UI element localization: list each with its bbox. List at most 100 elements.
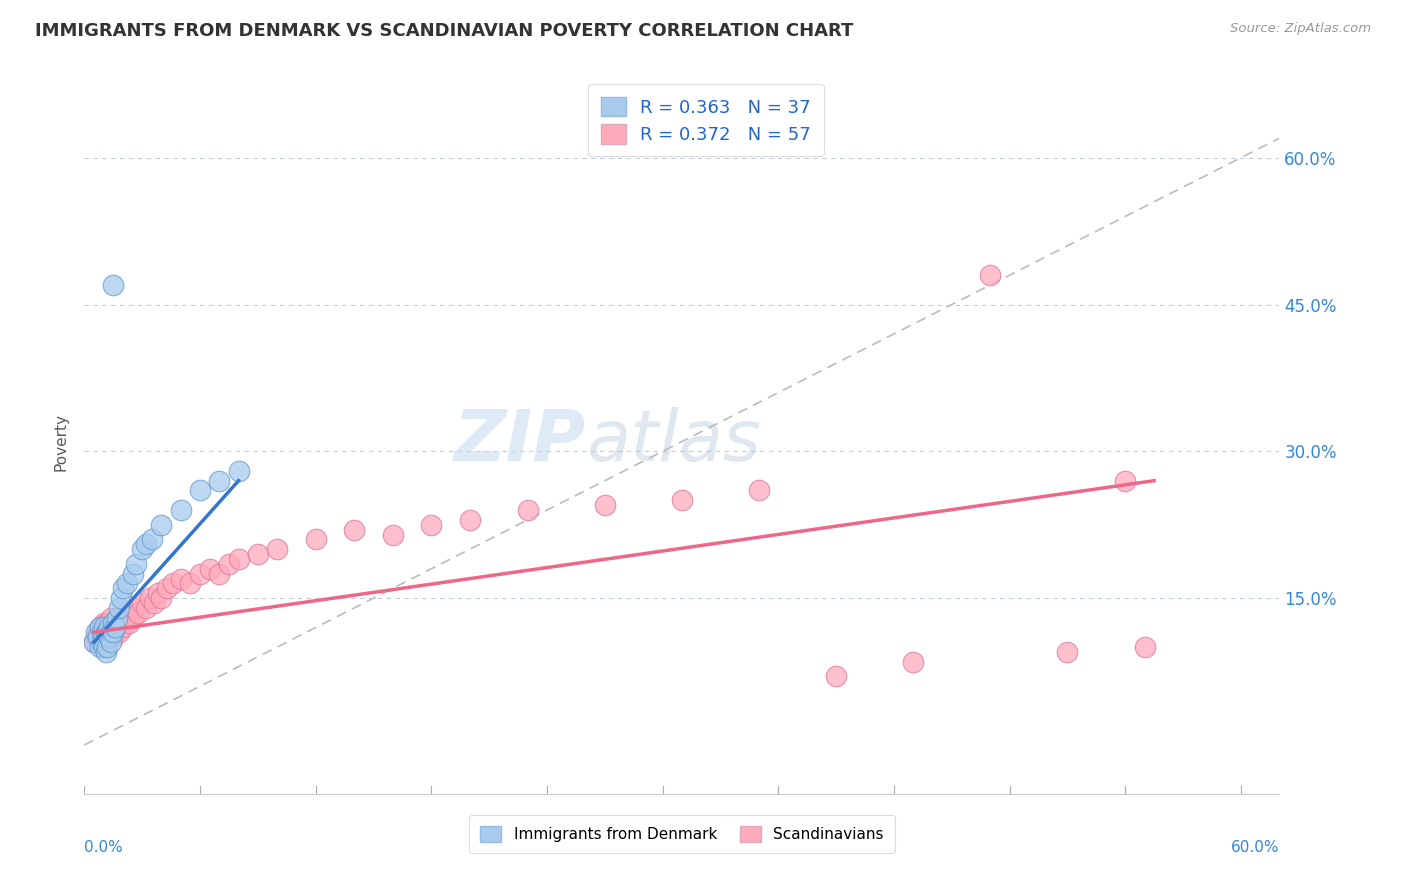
Point xyxy=(96,640,118,654)
Point xyxy=(118,615,141,630)
Point xyxy=(98,620,121,634)
Y-axis label: Poverty: Poverty xyxy=(53,412,69,471)
Point xyxy=(103,277,125,292)
Point xyxy=(305,533,328,547)
Text: atlas: atlas xyxy=(586,407,761,476)
Point xyxy=(93,630,115,644)
Text: Source: ZipAtlas.com: Source: ZipAtlas.com xyxy=(1230,22,1371,36)
Point xyxy=(87,625,110,640)
Point xyxy=(420,517,443,532)
Point xyxy=(89,620,111,634)
Point xyxy=(141,533,163,547)
Point xyxy=(198,562,221,576)
Point xyxy=(83,635,105,649)
Point xyxy=(1056,645,1078,659)
Point xyxy=(87,630,110,644)
Point xyxy=(748,483,770,498)
Point xyxy=(84,630,107,644)
Text: 60.0%: 60.0% xyxy=(1232,839,1279,855)
Point xyxy=(103,630,125,644)
Point xyxy=(100,625,122,640)
Point xyxy=(146,586,169,600)
Point xyxy=(93,615,115,630)
Point xyxy=(108,601,131,615)
Point xyxy=(115,606,138,620)
Point xyxy=(125,557,148,571)
Point xyxy=(150,517,173,532)
Point xyxy=(115,576,138,591)
Point xyxy=(93,640,115,654)
Point xyxy=(94,645,117,659)
Point xyxy=(84,625,107,640)
Point xyxy=(89,635,111,649)
Point xyxy=(150,591,173,606)
Point xyxy=(105,611,128,625)
Point xyxy=(104,620,127,634)
Point xyxy=(94,630,117,644)
Point xyxy=(179,576,201,591)
Point xyxy=(89,620,111,634)
Point xyxy=(127,606,149,620)
Point xyxy=(121,611,143,625)
Point xyxy=(343,523,366,537)
Point xyxy=(111,620,134,634)
Text: IMMIGRANTS FROM DENMARK VS SCANDINAVIAN POVERTY CORRELATION CHART: IMMIGRANTS FROM DENMARK VS SCANDINAVIAN … xyxy=(35,22,853,40)
Point xyxy=(108,625,131,640)
Point xyxy=(96,625,118,640)
Point xyxy=(100,611,122,625)
Point xyxy=(90,635,112,649)
Point xyxy=(593,498,616,512)
Point xyxy=(135,601,157,615)
Point xyxy=(979,268,1001,282)
Point xyxy=(131,596,153,610)
Point xyxy=(170,503,193,517)
Point xyxy=(162,576,184,591)
Point xyxy=(458,513,481,527)
Point xyxy=(83,635,105,649)
Point xyxy=(131,542,153,557)
Point xyxy=(124,601,146,615)
Point xyxy=(104,620,127,634)
Point xyxy=(1133,640,1156,654)
Point xyxy=(110,591,132,606)
Point xyxy=(114,611,136,625)
Point xyxy=(96,635,118,649)
Point xyxy=(188,566,211,581)
Point xyxy=(94,625,117,640)
Point xyxy=(1114,474,1136,488)
Point xyxy=(671,493,693,508)
Point xyxy=(266,542,288,557)
Point xyxy=(105,611,128,625)
Point xyxy=(188,483,211,498)
Point xyxy=(156,582,179,596)
Point xyxy=(100,635,122,649)
Point xyxy=(139,591,162,606)
Text: ZIP: ZIP xyxy=(454,407,586,476)
Point xyxy=(98,630,121,644)
Point xyxy=(110,615,132,630)
Point xyxy=(121,566,143,581)
Text: 0.0%: 0.0% xyxy=(84,839,124,855)
Point xyxy=(516,503,538,517)
Point xyxy=(90,640,112,654)
Point xyxy=(228,464,250,478)
Point xyxy=(208,474,231,488)
Point xyxy=(208,566,231,581)
Point xyxy=(89,640,111,654)
Point xyxy=(90,625,112,640)
Point xyxy=(103,615,125,630)
Point xyxy=(142,596,165,610)
Point xyxy=(103,625,125,640)
Point xyxy=(825,669,848,683)
Legend: Immigrants from Denmark, Scandinavians: Immigrants from Denmark, Scandinavians xyxy=(470,815,894,853)
Point xyxy=(135,537,157,551)
Point xyxy=(93,625,115,640)
Point xyxy=(218,557,240,571)
Point xyxy=(98,625,121,640)
Point xyxy=(903,655,925,669)
Point xyxy=(170,572,193,586)
Point xyxy=(228,552,250,566)
Point xyxy=(111,582,134,596)
Point xyxy=(381,527,404,541)
Point xyxy=(96,615,118,630)
